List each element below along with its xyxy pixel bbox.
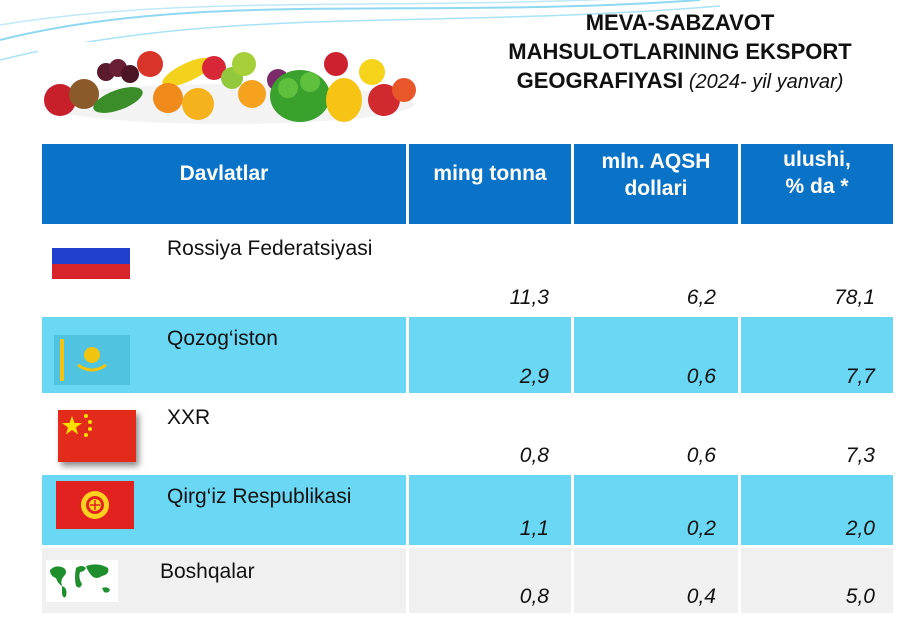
world-map-icon bbox=[46, 560, 118, 602]
header-usd-line2: dollari bbox=[624, 177, 688, 200]
usd-value: 0,4 bbox=[686, 585, 716, 608]
share-cell: 2,0 bbox=[738, 475, 893, 545]
kazakhstan-flag-icon bbox=[54, 335, 130, 385]
country-name: Qozog‘iston bbox=[167, 327, 278, 350]
share-value: 7,7 bbox=[845, 365, 875, 388]
page-title: MEVA-SABZAVOT MAHSULOTLARINING EKSPORT G… bbox=[450, 8, 910, 98]
table-row: Boshqalar 0,8 0,4 5,0 bbox=[42, 545, 893, 613]
usd-cell: 0,4 bbox=[571, 548, 738, 613]
header-share-line1: ulushi, bbox=[783, 148, 851, 171]
russia-flag-icon bbox=[52, 233, 130, 279]
china-flag-icon bbox=[58, 410, 136, 462]
share-cell: 7,3 bbox=[738, 396, 893, 472]
country-cell: Qozog‘iston bbox=[42, 317, 406, 393]
header-share: ulushi, % da * bbox=[738, 144, 893, 224]
tonnes-value: 1,1 bbox=[519, 517, 549, 540]
usd-cell: 6,2 bbox=[571, 227, 738, 314]
usd-value: 0,2 bbox=[686, 517, 716, 540]
header-share-line2: % da * bbox=[785, 175, 849, 198]
table-row: XXR 0,8 0,6 7,3 bbox=[42, 393, 893, 472]
tonnes-cell: 0,8 bbox=[406, 548, 571, 613]
share-value: 5,0 bbox=[845, 585, 875, 608]
country-name: Qirg‘iz Respublikasi bbox=[167, 485, 352, 508]
country-name: Boshqalar bbox=[160, 560, 255, 583]
export-table: Davlatlar ming tonna mln. AQSH dollari u… bbox=[42, 144, 893, 613]
title-line-2: MAHSULOTLARINING EKSPORT bbox=[508, 39, 852, 64]
title-period: (2024- yil yanvar) bbox=[683, 71, 844, 93]
country-cell: Boshqalar bbox=[42, 548, 406, 613]
header-country-label: Davlatlar bbox=[179, 162, 269, 185]
fruit-vegetable-image bbox=[38, 42, 418, 126]
tonnes-value: 0,8 bbox=[519, 444, 549, 467]
share-value: 2,0 bbox=[845, 517, 875, 540]
tonnes-cell: 0,8 bbox=[406, 396, 571, 472]
tonnes-value: 2,9 bbox=[519, 365, 549, 388]
kyrgyzstan-flag-icon bbox=[56, 481, 134, 529]
country-name: XXR bbox=[167, 406, 211, 429]
table-row: Qozog‘iston 2,9 0,6 7,7 bbox=[42, 314, 893, 393]
country-cell: XXR bbox=[42, 396, 406, 472]
title-line-1: MEVA-SABZAVOT bbox=[585, 10, 775, 35]
share-value: 78,1 bbox=[834, 286, 875, 309]
usd-cell: 0,6 bbox=[571, 396, 738, 472]
table-header-row: Davlatlar ming tonna mln. AQSH dollari u… bbox=[42, 144, 893, 224]
share-cell: 5,0 bbox=[738, 548, 893, 613]
country-cell: Rossiya Federatsiyasi bbox=[42, 227, 406, 314]
decorative-swoosh bbox=[0, 0, 721, 61]
header-usd-line1: mln. AQSH bbox=[601, 150, 711, 173]
share-cell: 78,1 bbox=[738, 227, 893, 314]
title-line-3: GEOGRAFIYASI bbox=[516, 68, 684, 93]
header-tonnes: ming tonna bbox=[406, 144, 571, 224]
usd-cell: 0,2 bbox=[571, 475, 738, 545]
share-value: 7,3 bbox=[845, 444, 875, 467]
header-country: Davlatlar bbox=[42, 144, 406, 224]
usd-value: 6,2 bbox=[686, 286, 716, 309]
tonnes-value: 0,8 bbox=[519, 585, 549, 608]
country-cell: Qirg‘iz Respublikasi bbox=[42, 475, 406, 545]
tonnes-value: 11,3 bbox=[509, 286, 549, 309]
header-usd: mln. AQSH dollari bbox=[571, 144, 738, 224]
usd-cell: 0,6 bbox=[571, 317, 738, 393]
usd-value: 0,6 bbox=[686, 365, 716, 388]
tonnes-cell: 2,9 bbox=[406, 317, 571, 393]
country-name: Rossiya Federatsiyasi bbox=[167, 237, 373, 260]
tonnes-cell: 1,1 bbox=[406, 475, 571, 545]
usd-value: 0,6 bbox=[686, 444, 716, 467]
tonnes-cell: 11,3 bbox=[406, 227, 571, 314]
table-row: Rossiya Federatsiyasi 11,3 6,2 78,1 bbox=[42, 224, 893, 314]
table-row: Qirg‘iz Respublikasi 1,1 0,2 2,0 bbox=[42, 472, 893, 545]
header-tonnes-label: ming tonna bbox=[433, 162, 547, 185]
share-cell: 7,7 bbox=[738, 317, 893, 393]
